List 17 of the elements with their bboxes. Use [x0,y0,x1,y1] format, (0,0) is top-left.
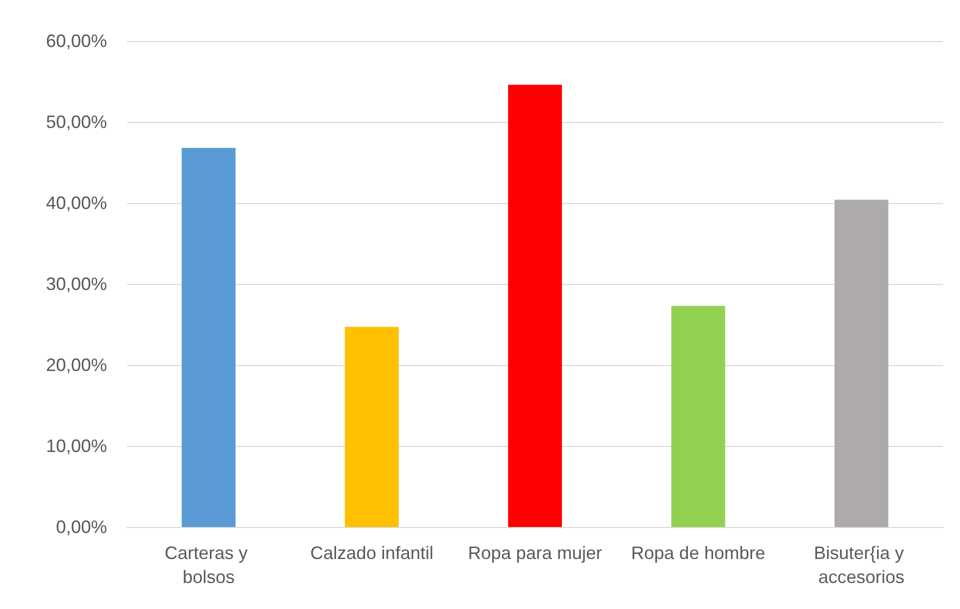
bar [834,200,888,527]
y-tick-label: 10,00% [46,436,107,456]
bar [182,148,236,527]
y-tick-label: 50,00% [46,112,107,132]
x-tick-label: Ropa de hombre [631,543,766,563]
bar [671,306,726,527]
bar [508,84,562,527]
y-tick-label: 30,00% [46,274,107,294]
y-tick-label: 20,00% [46,355,107,375]
bar [344,326,399,527]
y-tick-label: 40,00% [46,193,107,213]
x-tick-label: Calzado infantil [310,543,434,563]
x-tick-label: Carteras y bolsos [164,543,253,587]
y-tick-label: 0,00% [56,517,107,537]
y-tick-label: 60,00% [46,31,107,51]
x-tick-label: Ropa para mujer [468,543,602,563]
x-tick-label: Bisuter{ia y accesorios [814,543,909,587]
